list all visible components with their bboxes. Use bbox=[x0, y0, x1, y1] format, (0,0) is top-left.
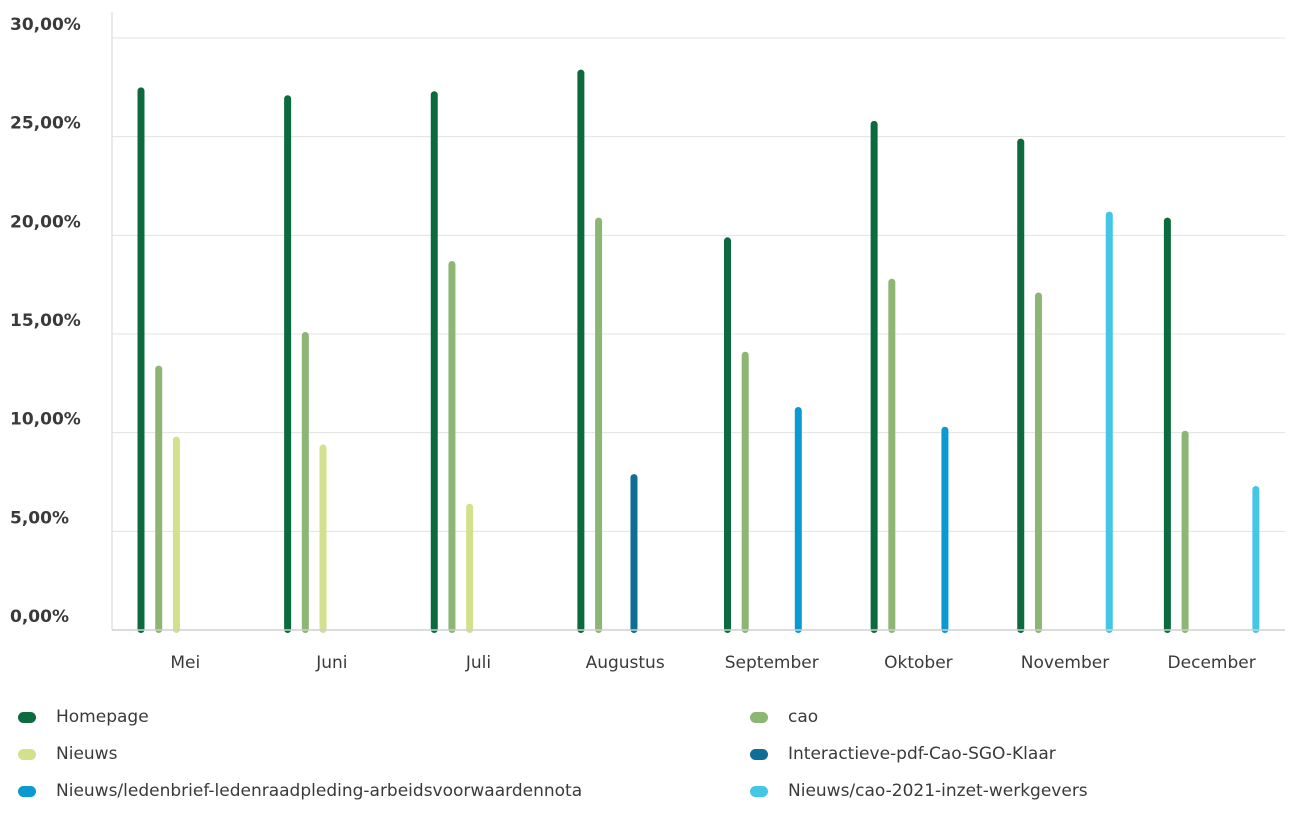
x-tick-label: Mei bbox=[170, 653, 200, 673]
bar-chart: 0,00% 5,00% 10,00% 15,00% 20,00% 25,00% 30,00%… bbox=[10, 12, 1285, 673]
y-tick-label: 25,00% bbox=[10, 114, 81, 134]
x-tick-label: November bbox=[1021, 653, 1109, 673]
x-tick-label: Augustus bbox=[586, 653, 665, 673]
bar bbox=[1017, 138, 1025, 633]
bar bbox=[172, 436, 180, 633]
bar bbox=[1181, 430, 1189, 633]
bar bbox=[794, 407, 802, 633]
bar bbox=[284, 95, 292, 633]
bar bbox=[1252, 485, 1260, 633]
y-tick-label: 15,00% bbox=[10, 311, 81, 331]
legend-label: Nieuws/ledenbrief-ledenraadpleding-arbei… bbox=[56, 781, 583, 801]
legend-swatch-icon bbox=[18, 748, 36, 760]
y-axis: 0,00% 5,00% 10,00% 15,00% 20,00% 25,00% 30,00% bbox=[10, 12, 113, 630]
legend-swatch-icon bbox=[18, 785, 36, 797]
legend-item-interactieve-pdf[interactable]: Interactieve-pdf-Cao-SGO-Klaar bbox=[750, 743, 1056, 765]
legend-label: Interactieve-pdf-Cao-SGO-Klaar bbox=[788, 744, 1056, 764]
legend-item-cao-2021[interactable]: Nieuws/cao-2021-inzet-werkgevers bbox=[750, 780, 1088, 802]
bar bbox=[430, 91, 438, 633]
legend: Homepage cao Nieuws Interactieve-pdf-Cao… bbox=[0, 706, 1291, 817]
legend-item-homepage[interactable]: Homepage bbox=[18, 706, 149, 728]
x-tick-label: Juli bbox=[465, 653, 491, 673]
x-tick-label: September bbox=[725, 653, 819, 673]
bar bbox=[137, 87, 145, 634]
y-tick-label: 10,00% bbox=[10, 410, 81, 430]
bar bbox=[319, 444, 327, 633]
legend-swatch-icon bbox=[750, 748, 768, 760]
bar bbox=[630, 474, 638, 633]
x-axis: Mei Juni Juli Augustus September Oktober Novem… bbox=[112, 629, 1285, 673]
x-tick-label: December bbox=[1168, 653, 1256, 673]
bar bbox=[1034, 292, 1042, 633]
bar bbox=[301, 332, 309, 633]
bar bbox=[741, 351, 749, 633]
y-tick-label: 30,00% bbox=[10, 15, 81, 35]
legend-label: Homepage bbox=[56, 707, 149, 727]
y-tick-label: 5,00% bbox=[10, 508, 69, 528]
bars bbox=[137, 69, 1260, 634]
legend-label: cao bbox=[788, 707, 819, 727]
bar bbox=[466, 503, 474, 633]
bar bbox=[870, 120, 878, 633]
bar bbox=[577, 69, 585, 633]
x-tick-label: Oktober bbox=[884, 653, 953, 673]
legend-item-nieuws[interactable]: Nieuws bbox=[18, 743, 117, 765]
legend-item-cao[interactable]: cao bbox=[750, 706, 818, 728]
bar bbox=[448, 260, 456, 633]
bar bbox=[888, 278, 896, 633]
bar bbox=[155, 365, 163, 633]
bar bbox=[1163, 217, 1171, 633]
bar bbox=[1105, 211, 1113, 634]
legend-item-ledenbrief[interactable]: Nieuws/ledenbrief-ledenraadpleding-arbei… bbox=[18, 780, 582, 802]
legend-swatch-icon bbox=[750, 711, 768, 723]
x-tick-label: Juni bbox=[315, 653, 347, 673]
bar bbox=[595, 217, 603, 633]
y-tick-label: 0,00% bbox=[10, 607, 69, 627]
legend-swatch-icon bbox=[750, 785, 768, 797]
y-tick-label: 20,00% bbox=[10, 212, 81, 232]
bar bbox=[724, 237, 731, 633]
legend-swatch-icon bbox=[18, 711, 36, 723]
legend-label: Nieuws bbox=[56, 744, 118, 764]
legend-label: Nieuws/cao-2021-inzet-werkgevers bbox=[788, 781, 1088, 801]
bar bbox=[941, 426, 949, 633]
